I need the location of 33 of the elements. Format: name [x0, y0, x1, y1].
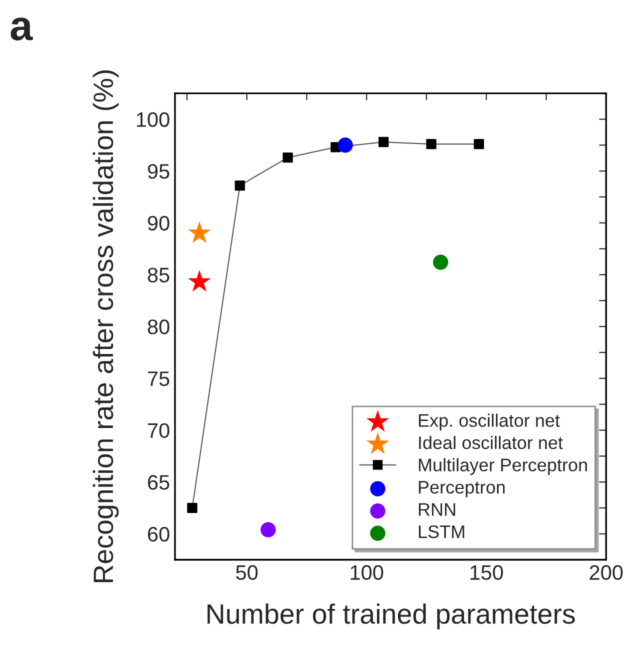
y-tick-label: 60	[148, 526, 170, 542]
y-tick-label: 100	[136, 112, 170, 127]
point	[282, 152, 293, 163]
y-tick-label: 70	[148, 423, 170, 438]
legend-label: Multilayer Perceptron	[418, 458, 587, 475]
x-tick-label: 50	[236, 565, 258, 580]
point	[426, 139, 436, 150]
x-tick-label: 200	[590, 565, 623, 580]
point	[260, 522, 276, 538]
point	[378, 136, 389, 148]
legend-label: Exp. oscillator net	[418, 414, 560, 430]
y-tick-label: 90	[148, 216, 170, 231]
legend-label: LSTM	[418, 525, 464, 538]
x-tick-label: 100	[350, 565, 384, 580]
point	[338, 138, 353, 153]
x-axis-title: Number of trained parameters	[208, 603, 575, 630]
legend-label: RNN	[418, 503, 456, 516]
point	[188, 270, 211, 292]
point	[474, 139, 484, 150]
y-tick-label: 75	[148, 372, 170, 386]
point	[188, 221, 211, 243]
y-tick-label: 65	[148, 475, 170, 490]
y-tick-label: 80	[148, 320, 170, 334]
point	[432, 254, 448, 270]
y-axis-title: Recognition rate after cross validation (%)	[92, 70, 119, 582]
point	[234, 180, 245, 191]
y-tick-label: 85	[148, 268, 170, 282]
legend-label: Perceptron	[418, 481, 505, 498]
text: a	[10, 18, 33, 40]
point	[187, 502, 198, 514]
x-tick-label: 150	[470, 565, 503, 580]
legend-label: Ideal oscillator net	[419, 436, 563, 450]
y-tick-label: 95	[148, 164, 170, 179]
